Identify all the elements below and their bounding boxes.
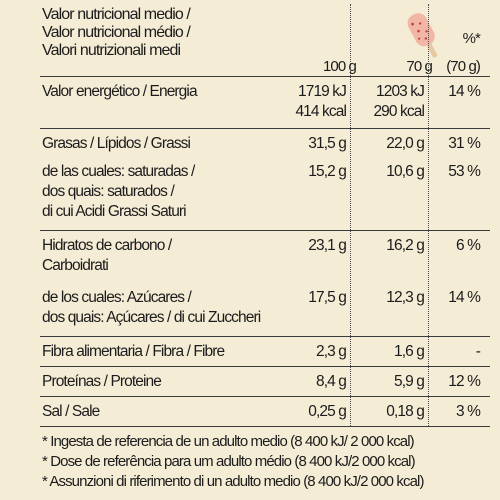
row-label: Grasas / Lípidos / Grassi [42, 135, 191, 152]
row-label: de las cuales: saturadas / [42, 163, 195, 180]
value-70g: 16,2 g [386, 237, 425, 254]
value-70g: 5,9 g [394, 373, 425, 390]
table-row-salt: Sal / Sale 0,25 g 0,18 g 3 % [20, 402, 490, 422]
row-divider [40, 128, 490, 129]
row-label: di cui Acidi Grassi Saturi [42, 203, 187, 220]
value-70g: 10,6 g [386, 163, 425, 180]
value-100g: 414 kcal [295, 103, 346, 120]
row-label: Hidratos de carbono / [42, 237, 172, 254]
column-divider [350, 4, 351, 426]
value-percent: 6 % [455, 237, 481, 254]
value-percent: 3 % [455, 403, 481, 420]
row-label: dos quais: saturados / [42, 183, 175, 200]
value-100g: 1719 kJ [298, 83, 347, 100]
value-percent: 31 % [448, 135, 481, 152]
value-100g: 2,3 g [316, 343, 347, 360]
footnote: * Dose de referência para um adulto médi… [42, 453, 416, 470]
row-divider [40, 426, 490, 427]
nutrition-table: Valor nutricional medio / Valor nutricio… [20, 0, 490, 500]
row-divider [40, 336, 490, 337]
column-header-70g: 70 g [406, 58, 432, 75]
column-divider [428, 4, 429, 426]
table-header: Valor nutricional medio / Valor nutricio… [20, 4, 490, 76]
footnotes: * Ingesta de referencia de un adulto med… [42, 432, 424, 492]
value-100g: 23,1 g [308, 237, 347, 254]
row-label: Sal / Sale [42, 403, 100, 420]
header-title-line: Valor nutricional medio / [42, 6, 191, 23]
value-100g: 15,2 g [308, 163, 347, 180]
row-label: Fibra alimentaria / Fibra / Fibre [42, 343, 225, 360]
row-label: Proteínas / Proteine [42, 373, 162, 390]
row-label: Valor energético / Energia [42, 83, 198, 100]
value-percent: 53 % [448, 163, 481, 180]
row-divider [40, 230, 490, 231]
column-header-100g: 100 g [322, 58, 357, 75]
value-100g: 8,4 g [316, 373, 347, 390]
footnote: * Ingesta de referencia de un adulto med… [42, 433, 415, 450]
value-70g: 22,0 g [386, 135, 425, 152]
row-label: de los cuales: Azúcares / [42, 289, 192, 306]
column-header-percent: %* [462, 30, 481, 47]
value-percent: 14 % [448, 83, 481, 100]
value-70g: 290 kcal [373, 103, 424, 120]
table-row-fat: Grasas / Lípidos / Grassi 31,5 g 22,0 g … [20, 134, 490, 154]
value-percent: - [475, 343, 481, 360]
row-divider [40, 366, 490, 367]
value-percent: 12 % [448, 373, 481, 390]
row-divider [40, 76, 490, 77]
table-row-protein: Proteínas / Proteine 8,4 g 5,9 g 12 % [20, 372, 490, 392]
table-row-fibre: Fibra alimentaria / Fibra / Fibre 2,3 g … [20, 342, 490, 362]
row-label: dos quais: Açúcares / di cui Zuccheri [42, 309, 261, 326]
value-70g: 1,6 g [394, 343, 425, 360]
table-row-sugars: de los cuales: Azúcares / dos quais: Açú… [20, 288, 490, 328]
popsicle-icon [407, 13, 438, 58]
header-title-line: Valori nutrizionali medi [42, 42, 181, 59]
column-header-percent-portion: (70 g) [446, 58, 481, 75]
value-70g: 1203 kJ [376, 83, 425, 100]
value-70g: 0,18 g [386, 403, 425, 420]
table-row-energy: Valor energético / Energia 1719 kJ 414 kc… [20, 82, 490, 122]
table-row-saturated-fat: de las cuales: saturadas / dos quais: sa… [20, 162, 490, 222]
value-percent: 14 % [448, 289, 481, 306]
header-title: Valor nutricional medio / Valor nutricio… [42, 6, 191, 60]
value-100g: 17,5 g [308, 289, 347, 306]
row-divider [40, 396, 490, 397]
value-100g: 31,5 g [308, 135, 347, 152]
footnote: * Assunzioni di riferimento di un adulto… [42, 473, 424, 490]
value-70g: 12,3 g [386, 289, 425, 306]
table-row-carbohydrates: Hidratos de carbono / Carboidrati 23,1 g… [20, 236, 490, 276]
header-title-line: Valor nutricional médio / [42, 24, 191, 41]
row-label: Carboidrati [42, 257, 109, 274]
value-100g: 0,25 g [308, 403, 347, 420]
